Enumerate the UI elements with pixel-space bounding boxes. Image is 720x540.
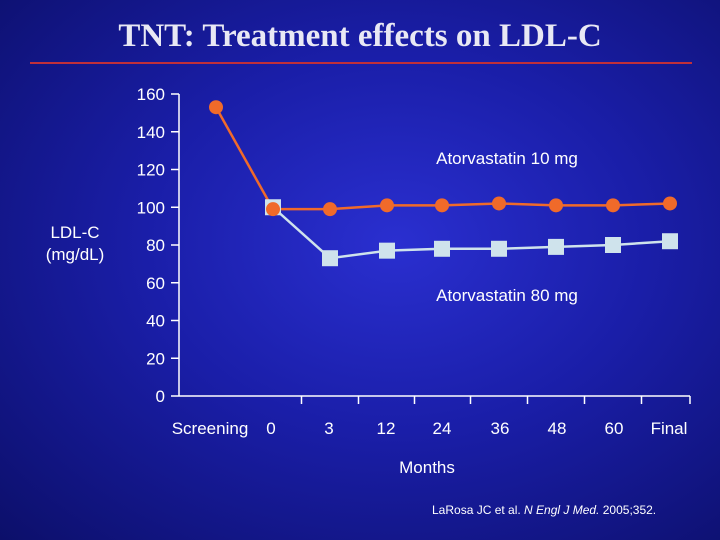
y-tick-label: 20 bbox=[146, 349, 165, 368]
x-tick-label: 60 bbox=[605, 419, 624, 438]
data-point-10mg bbox=[380, 198, 394, 213]
citation-authors: LaRosa JC et al. bbox=[432, 503, 525, 517]
citation-year: 2005;352. bbox=[599, 503, 657, 517]
series-label-80mg: Atorvastatin 80 mg bbox=[436, 286, 578, 305]
y-tick-label: 120 bbox=[137, 161, 165, 180]
citation-journal: N Engl J Med. bbox=[524, 503, 600, 517]
series-line-80mg bbox=[272, 206, 671, 260]
data-point-10mg bbox=[435, 198, 449, 213]
data-point-80mg bbox=[662, 233, 678, 250]
x-tick-label: 3 bbox=[324, 419, 333, 438]
data-point-80mg bbox=[379, 242, 395, 259]
x-tick-label: Final bbox=[651, 419, 688, 438]
y-axis-label: LDL-C (mg/dL) bbox=[30, 222, 120, 266]
x-tick-label: 24 bbox=[433, 419, 452, 438]
x-tick-label: 12 bbox=[377, 419, 396, 438]
x-axis-title: Months bbox=[399, 458, 455, 477]
y-tick-label: 100 bbox=[137, 198, 165, 217]
x-tick-label: 0 bbox=[266, 419, 275, 438]
data-point-10mg bbox=[266, 202, 280, 217]
y-axis-label-line1: LDL-C bbox=[50, 223, 100, 242]
title-divider bbox=[30, 62, 692, 64]
data-point-10mg bbox=[209, 100, 223, 115]
data-point-10mg bbox=[323, 202, 337, 217]
data-point-80mg bbox=[605, 237, 621, 253]
data-point-10mg bbox=[549, 198, 563, 213]
slide-title: TNT: Treatment effects on LDL-C bbox=[118, 18, 602, 54]
data-point-10mg bbox=[492, 196, 506, 211]
x-tick-label: Screening bbox=[172, 419, 249, 438]
series-label-10mg: Atorvastatin 10 mg bbox=[436, 149, 578, 168]
data-point-10mg bbox=[606, 198, 620, 213]
y-tick-label: 40 bbox=[146, 312, 165, 331]
citation: LaRosa JC et al. N Engl J Med. 2005;352. bbox=[432, 503, 656, 517]
data-point-10mg bbox=[663, 196, 677, 211]
y-tick-label: 0 bbox=[156, 387, 165, 406]
y-tick-label: 60 bbox=[146, 274, 165, 293]
data-point-80mg bbox=[491, 240, 507, 257]
y-tick-label: 80 bbox=[146, 236, 165, 255]
x-tick-label: 48 bbox=[548, 419, 567, 438]
data-point-80mg bbox=[434, 240, 450, 257]
x-tick-label: 36 bbox=[491, 419, 510, 438]
y-axis-label-line2: (mg/dL) bbox=[45, 245, 105, 264]
y-tick-label: 140 bbox=[137, 123, 165, 142]
data-point-80mg bbox=[322, 250, 338, 267]
y-tick-label: 160 bbox=[137, 85, 165, 104]
data-point-80mg bbox=[548, 238, 564, 255]
